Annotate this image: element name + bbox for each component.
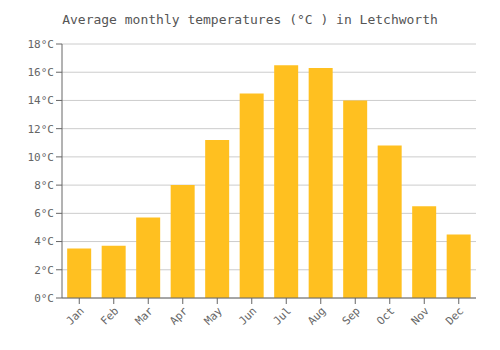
svg-text:Oct: Oct xyxy=(374,304,397,327)
html-text:Average monthly temperatures (: Average monthly temperatures (°C ) in Le… xyxy=(62,12,438,27)
svg-text:0°C: 0°C xyxy=(34,292,54,305)
svg-text:Jan: Jan xyxy=(64,304,87,327)
svg-text:Sep: Sep xyxy=(340,304,363,327)
svg-text:Mar: Mar xyxy=(133,304,157,328)
svg-text:Feb: Feb xyxy=(98,304,121,327)
svg-text:16°C: 16°C xyxy=(28,66,55,79)
svg-text:Apr: Apr xyxy=(167,304,191,328)
svg-text:4°C: 4°C xyxy=(34,235,54,248)
svg-text:12°C: 12°C xyxy=(28,123,55,136)
svg-text:18°C: 18°C xyxy=(28,38,55,51)
svg-text:Dec: Dec xyxy=(443,304,466,327)
svg-text:Jul: Jul xyxy=(271,304,294,327)
svg-text:Aug: Aug xyxy=(305,304,328,327)
svg-text:Nov: Nov xyxy=(409,304,433,328)
svg-text:Jun: Jun xyxy=(236,304,259,327)
svg-text:May: May xyxy=(202,304,226,328)
svg-text:6°C: 6°C xyxy=(34,207,54,220)
svg-text:10°C: 10°C xyxy=(28,151,55,164)
svg-text:8°C: 8°C xyxy=(34,179,54,192)
svg-text:14°C: 14°C xyxy=(28,94,55,107)
svg-text:2°C: 2°C xyxy=(34,264,54,277)
